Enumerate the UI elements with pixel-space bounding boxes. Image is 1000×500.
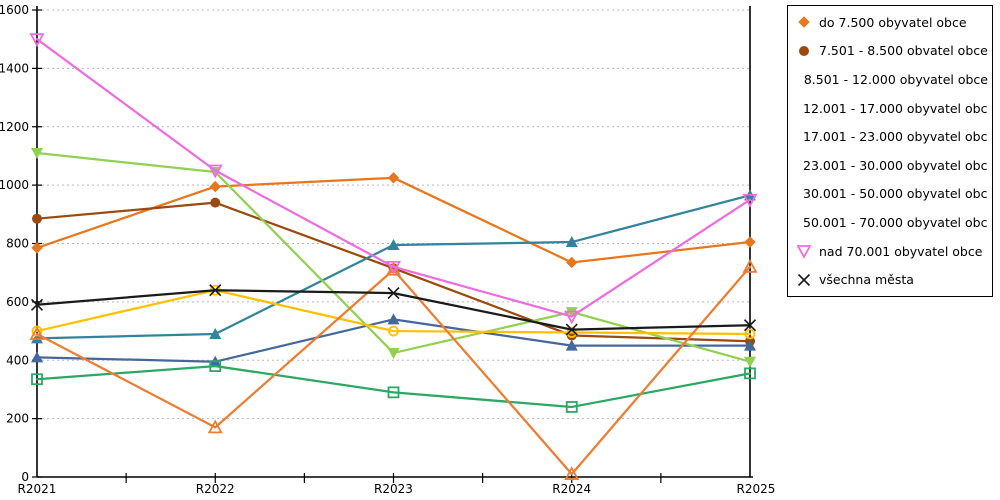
triangle-up-marker	[387, 238, 400, 250]
x-marker	[565, 323, 578, 336]
legend-item: všechna města	[796, 272, 988, 288]
diamond-legend-icon	[798, 16, 810, 28]
x-marker	[743, 319, 757, 332]
legend-label: do 7.500 obyvatel obce	[819, 14, 967, 30]
square-marker	[31, 373, 43, 386]
square-marker	[565, 401, 578, 413]
triangle-down-marker	[385, 260, 402, 275]
series-line	[35, 364, 752, 409]
y-axis-label: 0	[21, 470, 29, 484]
circle-open-marker	[388, 325, 399, 337]
circle-open-marker	[744, 328, 756, 340]
legend-item: 12.001 - 17.000 obyvatel obc...	[796, 100, 988, 116]
legend-item: nad 70.001 obyvatel obce	[796, 243, 988, 259]
triangle-up-marker	[564, 466, 580, 480]
legend-label: 7.501 - 8.500 obvatel obce	[819, 43, 988, 59]
triangle-up-marker	[31, 351, 43, 363]
x-marker	[387, 287, 400, 300]
triangle-up-marker	[31, 332, 43, 344]
triangle-up-marker	[387, 313, 400, 325]
square-marker	[387, 386, 400, 399]
legend-label: 12.001 - 17.000 obyvatel obc...	[803, 100, 988, 116]
legend-item: 17.001 - 23.000 obyvatel obc...	[796, 129, 988, 145]
diamond-marker	[566, 256, 578, 269]
circle-marker	[32, 213, 42, 224]
diamond-marker	[387, 172, 400, 184]
legend-label: 8.501 - 12.000 obyvatel obce	[803, 71, 988, 87]
triangle-up-marker	[207, 419, 223, 434]
circle-marker	[210, 197, 221, 208]
legend: do 7.500 obyvatel obce 7.501 - 8.500 obva…	[787, 5, 993, 297]
y-axis-label: 200	[6, 412, 29, 426]
diamond-marker	[209, 180, 221, 193]
triangle-up-marker	[385, 261, 402, 276]
triangle-down-marker	[31, 148, 43, 160]
y-axis-label: 1000	[0, 178, 29, 192]
diamond-marker	[798, 16, 810, 28]
x-marker	[209, 284, 222, 297]
x-axis-label: R2024	[552, 482, 591, 496]
series-line	[35, 265, 752, 476]
triangle-up-marker	[209, 327, 222, 339]
triangle-down-marker	[796, 245, 812, 259]
legend-item: 30.001 - 50.000 obyvatel obc...	[796, 186, 988, 202]
legend-label: 23.001 - 30.000 obyvatel obc...	[803, 157, 988, 173]
triangle-down-marker	[29, 33, 45, 48]
legend-item: 7.501 - 8.500 obvatel obce	[796, 43, 988, 59]
circle-legend-icon	[799, 45, 809, 56]
legend-label: 30.001 - 50.000 obyvatel obc...	[803, 186, 988, 202]
legend-item: do 7.500 obyvatel obce	[796, 14, 988, 30]
legend-label: nad 70.001 obyvatel obce	[819, 243, 983, 259]
triangle-up-marker	[742, 258, 758, 273]
legend-label: všechna města	[819, 272, 914, 288]
y-axis-label: 1400	[0, 61, 29, 75]
y-axis-label: 400	[6, 353, 29, 367]
series-line	[35, 289, 752, 336]
triangle-up-marker	[565, 236, 578, 248]
triangle-up-marker	[744, 339, 756, 351]
diamond-marker	[744, 236, 756, 248]
x-axis-label: R2023	[374, 482, 413, 496]
series-line	[35, 38, 752, 318]
circle-marker	[799, 45, 809, 56]
x-marker	[30, 298, 44, 311]
x-legend-icon	[797, 273, 811, 286]
triangle-up-legend-icon	[796, 71, 797, 87]
triangle-down-marker	[207, 164, 223, 179]
triangle-down-marker	[564, 310, 580, 325]
y-axis-label: 600	[6, 295, 29, 309]
y-axis-label: 800	[6, 237, 29, 251]
y-axis-label: 1600	[0, 3, 29, 17]
y-axis-label: 1200	[0, 120, 29, 134]
legend-item: 23.001 - 30.000 obyvatel obc...	[796, 157, 988, 173]
circle-open-marker	[566, 327, 578, 338]
triangle-down-marker	[742, 193, 758, 208]
x-axis-label: R2025	[737, 482, 776, 496]
x-marker	[797, 273, 811, 286]
triangle-up-marker	[565, 339, 578, 351]
legend-label: 50.001 - 70.000 obyvatel obc...	[803, 214, 988, 230]
triangle-down-marker	[565, 307, 578, 319]
legend-label: 17.001 - 23.000 obyvatel obc...	[803, 129, 988, 145]
triangle-down-marker	[744, 356, 756, 368]
x-axis-label: R2022	[196, 482, 235, 496]
square-marker	[209, 360, 222, 372]
legend-item: 50.001 - 70.000 obyvatel obc...	[796, 214, 988, 230]
triangle-down-open-legend-icon	[796, 245, 812, 259]
legend-item: 8.501 - 12.000 obyvatel obce	[796, 71, 988, 87]
triangle-up-marker	[29, 326, 45, 340]
square-marker	[744, 367, 756, 380]
diamond-marker	[31, 242, 43, 254]
x-axis-label: R2021	[18, 482, 57, 496]
triangle-down-marker	[387, 347, 400, 359]
